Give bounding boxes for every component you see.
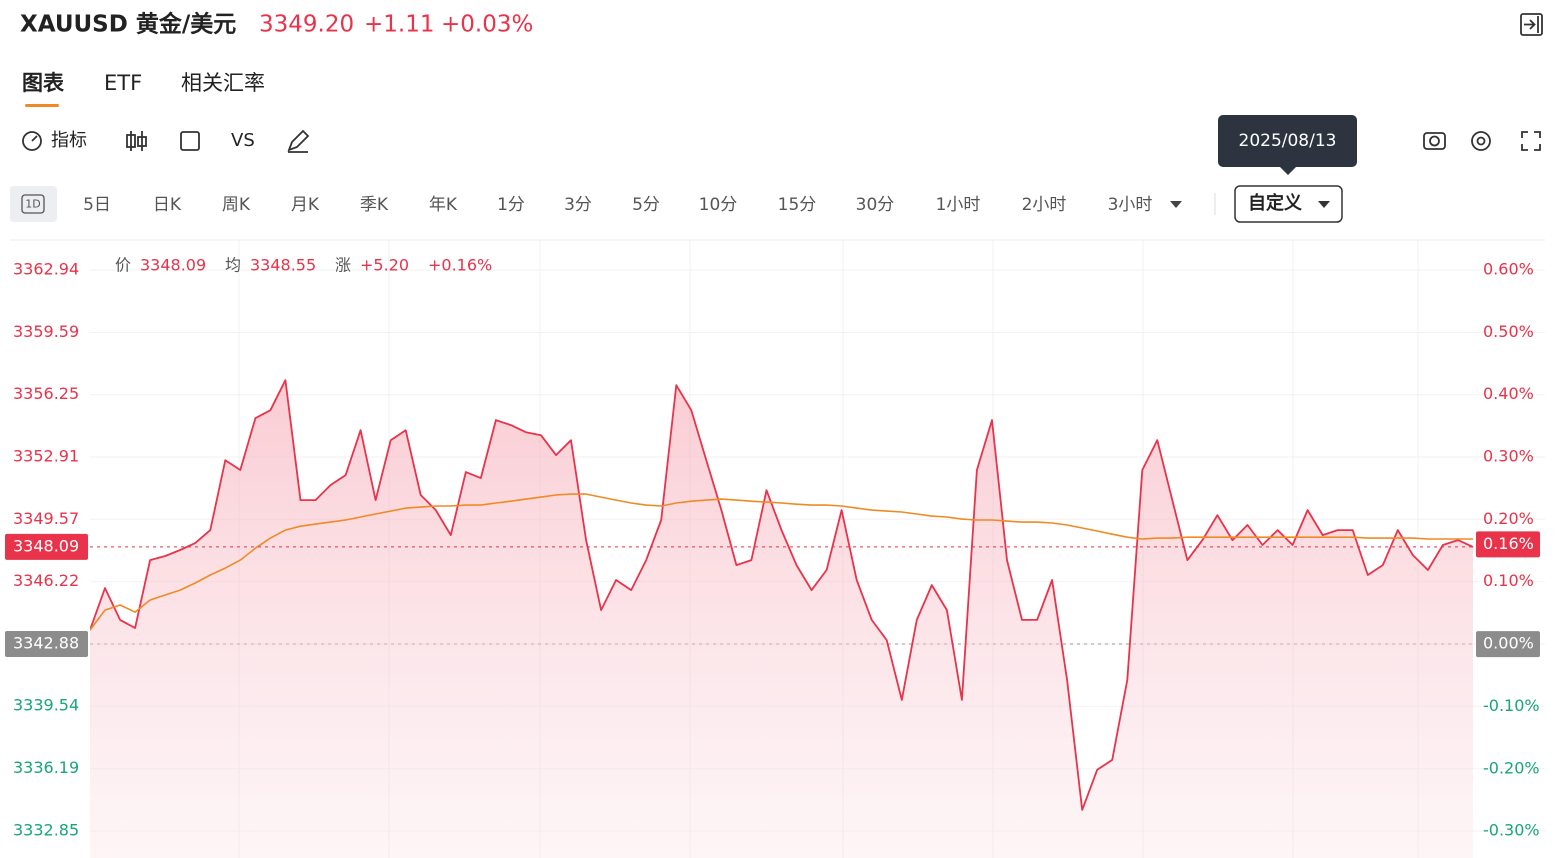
chart: 3362.94 3359.59 3356.25 3352.91 3349.57 3346.… [5,240,1545,858]
y2-tick-label: -0.30% [1483,821,1540,840]
info-value: 3348.09 [140,256,206,275]
y-tick-label: 3356.25 [13,384,79,403]
price: 3349.20 [259,12,354,38]
price-line [90,379,1474,811]
tab[interactable]: 图表 [22,71,65,95]
y2-tick-label: 0.30% [1483,447,1534,466]
period-active[interactable]: 1D [25,198,40,211]
y-tick-label: 3359.59 [13,322,79,341]
y-tick-label: 3339.54 [13,696,79,715]
info-bar: 价 3348.09 均 3348.55 涨 +5.20 +0.16% [115,256,492,275]
y2-tick-label: 0.00% [1483,634,1534,653]
shape-icon[interactable] [180,131,200,151]
y2-tick-label: 0.20% [1483,509,1534,528]
period-button[interactable]: 周K [222,195,251,215]
tooltip: 2025/08/13 [1218,115,1357,175]
info-label: 价 [115,256,131,275]
custom-button[interactable] [1234,185,1343,223]
info-label: 均 [225,256,241,275]
camera-icon[interactable] [1423,132,1446,150]
dropdown-arrow [1170,201,1182,208]
symbol: XAUUSD 黄金/美元 [20,11,236,38]
period-button[interactable]: 15分 [778,195,817,215]
y2-tick-label: -0.10% [1483,696,1540,715]
last-price-label: 3348.09 [13,536,79,555]
tab[interactable]: 相关汇率 [181,71,265,95]
fullscreen-icon[interactable] [1521,131,1541,151]
plot [90,379,1474,858]
y2-tick-label: 0.60% [1483,259,1534,278]
info-value: +5.20 [360,256,409,275]
indicator-button[interactable]: 指标 [51,130,87,151]
base-pct-box [1476,631,1540,658]
custom-label[interactable]: 自定义 [1248,192,1302,214]
period-button[interactable]: 1分 [497,195,525,215]
base-price-box [5,630,88,657]
y-tick-label: 3336.19 [13,758,79,777]
period-button[interactable]: 月K [291,195,320,215]
period-active-frame [21,194,45,214]
period-button[interactable]: 30分 [856,195,895,215]
average-line [90,493,1473,631]
y-tick-label: 3349.57 [13,509,79,528]
period-button[interactable]: 年K [429,195,458,215]
draw-icon[interactable] [287,129,310,153]
y2-tick-label: 0.40% [1483,384,1534,403]
y2-tick-label: 0.10% [1483,571,1534,590]
y-tick-label: 3352.91 [13,446,79,465]
y-tick-label: 3362.94 [13,260,79,279]
y-tick-label: 3346.22 [13,571,79,590]
tab[interactable]: ETF [104,71,142,95]
period-button[interactable]: 10分 [699,195,738,215]
change-pct: +0.03% [441,12,533,38]
period-button[interactable]: 5日 [83,195,111,215]
info-value: 3348.55 [250,256,316,275]
tab-underline [25,104,59,107]
last-pct-box [1476,531,1540,558]
y2-tick-label: -0.20% [1483,758,1540,777]
info-label: 涨 [335,256,351,275]
indicator-icon[interactable] [22,131,42,151]
last-price-box [5,533,88,560]
change: +1.11 [364,12,434,38]
period-active-bg [10,186,57,222]
price-area [90,380,1473,858]
period-button[interactable]: 3分 [564,195,592,215]
period-list: 5日 日K 周K 月K 季K 年K 1分 3分 5分 10分 15分 30分 1小时 2小时 3小时 [83,195,1152,215]
y2-tick-label: 0.50% [1483,322,1534,341]
compare-button[interactable]: VS [231,130,255,151]
period-button[interactable]: 3小时 [1108,195,1153,215]
candle-icon[interactable] [126,131,147,151]
exit-icon[interactable] [1520,13,1543,36]
info-value: +0.16% [428,256,492,275]
settings-icon[interactable] [1471,131,1491,151]
period-button[interactable]: 5分 [632,195,660,215]
period-button[interactable]: 1小时 [936,195,981,215]
y-tick-label: 3342.88 [13,633,79,652]
custom-arrow [1318,201,1330,208]
last-pct-label: 0.16% [1483,534,1534,553]
y-tick-label: 3332.85 [13,820,79,839]
period-button[interactable]: 日K [153,195,182,215]
period-button[interactable]: 2小时 [1022,195,1067,215]
tooltip-text: 2025/08/13 [1239,131,1337,151]
period-button[interactable]: 季K [360,195,389,215]
